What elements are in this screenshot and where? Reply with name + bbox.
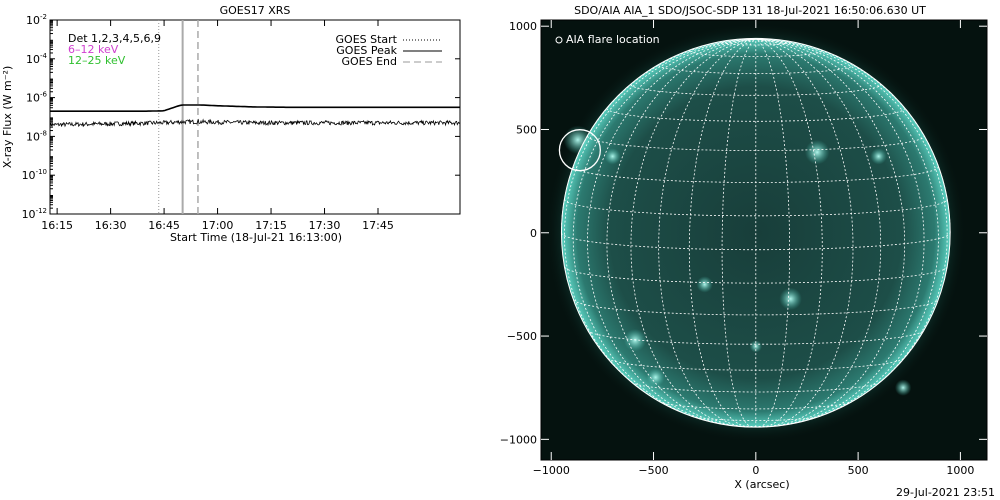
goes-y-tick-label: 10-8 bbox=[26, 129, 47, 143]
grid-line bbox=[564, 198, 948, 217]
goes-x-tick-label: 16:15 bbox=[41, 219, 73, 232]
aia-x-tick-label: −500 bbox=[638, 464, 668, 477]
legend-6-12-kev: 6–12 keV bbox=[68, 43, 119, 56]
active-region bbox=[894, 379, 912, 396]
active-regions bbox=[563, 125, 912, 396]
grid-line bbox=[631, 381, 881, 393]
goes-x-axis: 16:15 16:30 16:45 17:00 17:15 17:30 17:45 bbox=[41, 20, 394, 232]
grid-line bbox=[630, 38, 756, 427]
aia-panel: SDO/AIA AIA_1 SDO/JSOC-SDP 131 18-Jul-20… bbox=[500, 4, 988, 491]
grid-line bbox=[659, 401, 852, 410]
grid-line bbox=[755, 38, 882, 427]
legend-det: Det 1,2,3,4,5,6,9 bbox=[68, 32, 161, 45]
legend-goes-end: GOES End bbox=[341, 55, 397, 68]
footer-timestamp: 29-Jul-2021 23:51 bbox=[896, 486, 995, 499]
goes-legend-left: Det 1,2,3,4,5,6,9 6–12 keV 12–25 keV bbox=[68, 32, 161, 67]
goes-panel: GOES17 XRS 10-2 10-4 10-6 10-8 10-10 10-12 16… bbox=[1, 4, 461, 244]
heliographic-grid bbox=[560, 37, 951, 428]
grid-line bbox=[606, 108, 906, 122]
active-region bbox=[696, 276, 713, 293]
aia-x-axis: −1000 −500 0 500 1000 bbox=[533, 20, 974, 477]
goes-y-tick-label: 10-10 bbox=[22, 168, 47, 182]
grid-line bbox=[755, 38, 925, 425]
goes-x-tick-label: 17:00 bbox=[202, 219, 234, 232]
aia-y-tick-label: −500 bbox=[507, 330, 537, 343]
active-region bbox=[804, 139, 830, 165]
aia-x-tick-label: −1000 bbox=[533, 464, 570, 477]
goes-y-tick-label: 10-4 bbox=[26, 52, 48, 66]
legend-flare-marker-icon bbox=[555, 36, 563, 44]
grid-line bbox=[658, 38, 756, 428]
goes-x-tick-label: 17:15 bbox=[255, 219, 287, 232]
aia-plot-frame bbox=[540, 19, 988, 461]
goes-x-tick-label: 16:45 bbox=[148, 219, 180, 232]
aia-y-tick-label: −1000 bbox=[500, 433, 537, 446]
active-region bbox=[563, 125, 593, 155]
grid-line bbox=[755, 38, 854, 428]
grid-line bbox=[755, 38, 906, 427]
aia-y-tick-label: 500 bbox=[516, 123, 537, 136]
grid-line bbox=[606, 38, 756, 427]
goes-series-line bbox=[50, 104, 460, 112]
aia-x-tick-label: 500 bbox=[848, 464, 869, 477]
aia-title: SDO/AIA AIA_1 SDO/JSOC-SDP 131 18-Jul-20… bbox=[574, 4, 926, 17]
goes-event-markers bbox=[158, 20, 199, 214]
solar-disk bbox=[561, 38, 951, 428]
grid-line bbox=[755, 38, 823, 428]
goes-series-line bbox=[50, 118, 460, 128]
legend-goes-peak: GOES Peak bbox=[336, 44, 397, 57]
goes-legend-right: GOES Start GOES Peak GOES End bbox=[336, 33, 442, 68]
aia-x-tick-label: 0 bbox=[752, 464, 759, 477]
grid-line bbox=[587, 330, 925, 345]
goes-x-tick-label: 17:30 bbox=[309, 219, 341, 232]
active-region bbox=[870, 148, 887, 165]
flare-location-circle bbox=[558, 129, 601, 172]
grid-line bbox=[755, 38, 948, 407]
grid-line bbox=[587, 135, 925, 151]
goes-plot-frame bbox=[49, 19, 461, 215]
grid-line bbox=[688, 50, 823, 57]
goes-y-tick-label: 10-12 bbox=[22, 207, 47, 221]
aia-x-axis-label: X (arcsec) bbox=[734, 478, 789, 491]
aia-x-tick-label: 1000 bbox=[946, 464, 974, 477]
legend-12-25-kev: 12–25 keV bbox=[68, 54, 126, 67]
goes-x-tick-label: 17:45 bbox=[362, 219, 394, 232]
goes-x-axis-label: Start Time (18-Jul-21 16:13:00) bbox=[170, 231, 342, 244]
goes-title: GOES17 XRS bbox=[220, 4, 291, 17]
aia-y-tick-label: 0 bbox=[530, 227, 537, 240]
active-region bbox=[779, 287, 802, 311]
goes-y-axis-label: X-ray Flux (W m⁻²) bbox=[1, 66, 14, 168]
grid-line bbox=[587, 38, 756, 425]
solar-limb bbox=[560, 37, 951, 428]
goes-x-tick-label: 16:30 bbox=[95, 219, 127, 232]
aia-y-tick-label: 1000 bbox=[509, 20, 537, 33]
legend-flare-location: AIA flare location bbox=[566, 33, 660, 46]
goes-y-tick-label: 10-2 bbox=[26, 13, 47, 27]
grid-line bbox=[563, 38, 756, 407]
grid-line bbox=[688, 38, 756, 428]
goes-y-axis: 10-2 10-4 10-6 10-8 10-10 10-12 bbox=[22, 13, 460, 221]
goes-series bbox=[50, 104, 460, 128]
active-region bbox=[646, 368, 665, 387]
active-region bbox=[604, 148, 621, 165]
goes-y-tick-label: 10-6 bbox=[26, 91, 48, 105]
legend-goes-start: GOES Start bbox=[336, 33, 398, 46]
aia-y-axis: 1000 500 0 −500 −1000 bbox=[500, 20, 987, 446]
